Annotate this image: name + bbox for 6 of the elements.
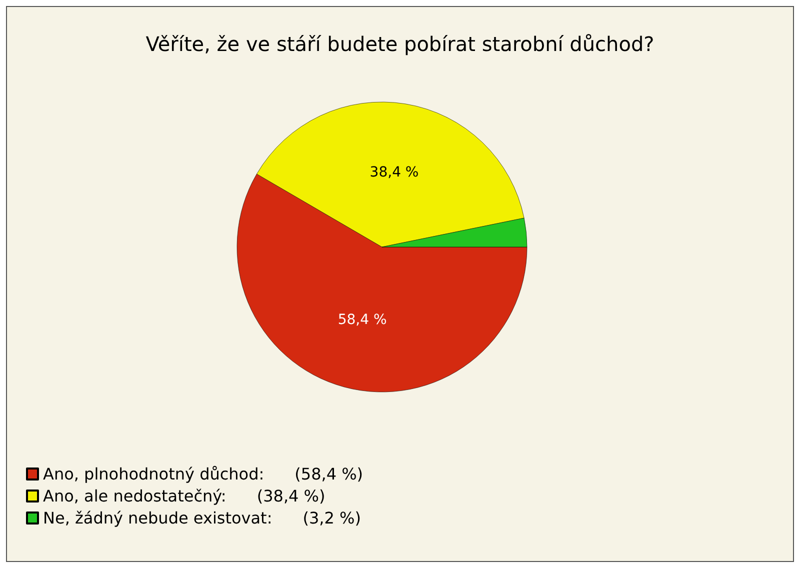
legend-label: Ano, ale nedostatečný: (38,4 %) (43, 486, 326, 506)
legend-label: Ano, plnohodnotný důchod: (58,4 %) (43, 464, 364, 484)
data-label: 58,4 % (338, 312, 387, 328)
legend-label: Ne, žádný nebude existovat: (3,2 %) (43, 508, 361, 528)
chart-title: Věříte, že ve stáří budete pobírat starobní důchod? (146, 32, 654, 56)
data-label: 38,4 % (370, 164, 419, 181)
